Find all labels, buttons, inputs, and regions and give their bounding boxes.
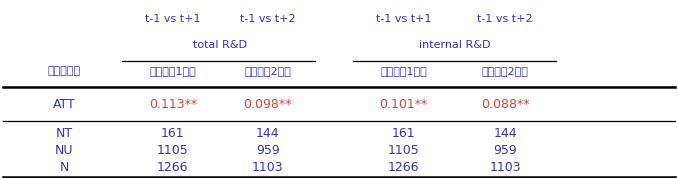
Text: 1103: 1103 (252, 161, 283, 174)
Text: 144: 144 (256, 127, 279, 140)
Text: 産学連携1年後: 産学連携1年後 (380, 66, 426, 76)
Text: 1105: 1105 (388, 144, 419, 157)
Text: NU: NU (55, 144, 74, 157)
Text: 959: 959 (256, 144, 280, 157)
Text: t-1 vs t+1: t-1 vs t+1 (145, 14, 201, 24)
Text: t-1 vs t+2: t-1 vs t+2 (240, 14, 296, 24)
Text: 144: 144 (494, 127, 517, 140)
Text: total R&D: total R&D (193, 40, 247, 49)
Text: 0.098**: 0.098** (243, 98, 292, 111)
Text: 161: 161 (392, 127, 415, 140)
Text: 1103: 1103 (490, 161, 521, 174)
Text: 0.113**: 0.113** (149, 98, 197, 111)
Text: 959: 959 (493, 144, 517, 157)
Text: t-1 vs t+2: t-1 vs t+2 (477, 14, 533, 24)
Text: 1105: 1105 (157, 144, 188, 157)
Text: 161: 161 (161, 127, 184, 140)
Text: 比較する年: 比較する年 (48, 66, 81, 76)
Text: 1266: 1266 (157, 161, 188, 174)
Text: ATT: ATT (53, 98, 76, 111)
Text: 産学連携1年後: 産学連携1年後 (150, 66, 196, 76)
Text: 産学連携2年後: 産学連携2年後 (244, 66, 292, 76)
Text: N: N (60, 161, 69, 174)
Text: 1266: 1266 (388, 161, 419, 174)
Text: 0.088**: 0.088** (481, 98, 530, 111)
Text: NT: NT (56, 127, 73, 140)
Text: internal R&D: internal R&D (418, 40, 490, 49)
Text: 0.101**: 0.101** (379, 98, 428, 111)
Text: 産学連携2年後: 産学連携2年後 (481, 66, 529, 76)
Text: t-1 vs t+1: t-1 vs t+1 (376, 14, 431, 24)
